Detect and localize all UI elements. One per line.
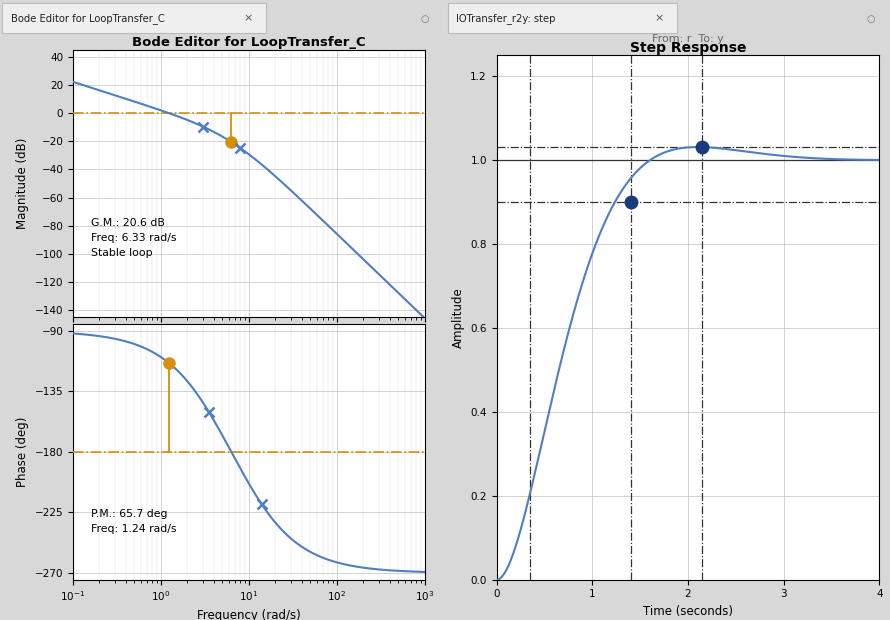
Text: ×: ×	[654, 14, 664, 24]
Text: Bode Editor for LoopTransfer_C: Bode Editor for LoopTransfer_C	[11, 13, 165, 24]
Bar	[448, 3, 676, 33]
Bar	[2, 3, 266, 33]
Title: Step Response: Step Response	[630, 40, 746, 55]
Y-axis label: Amplitude: Amplitude	[452, 287, 465, 347]
Text: From: r  To: y: From: r To: y	[652, 34, 724, 44]
Title: Bode Editor for LoopTransfer_C: Bode Editor for LoopTransfer_C	[132, 36, 366, 49]
Text: ○: ○	[867, 14, 875, 24]
Text: IOTransfer_r2y: step: IOTransfer_r2y: step	[457, 13, 556, 24]
Y-axis label: Phase (deg): Phase (deg)	[16, 417, 29, 487]
Text: ○: ○	[421, 14, 429, 24]
X-axis label: Frequency (rad/s): Frequency (rad/s)	[197, 609, 301, 620]
Text: G.M.: 20.6 dB
Freq: 6.33 rad/s
Stable loop: G.M.: 20.6 dB Freq: 6.33 rad/s Stable lo…	[91, 218, 176, 258]
Y-axis label: Magnitude (dB): Magnitude (dB)	[16, 138, 29, 229]
Text: P.M.: 65.7 deg
Freq: 1.24 rad/s: P.M.: 65.7 deg Freq: 1.24 rad/s	[91, 509, 176, 534]
X-axis label: Time (seconds): Time (seconds)	[643, 605, 733, 618]
Text: ×: ×	[244, 14, 253, 24]
